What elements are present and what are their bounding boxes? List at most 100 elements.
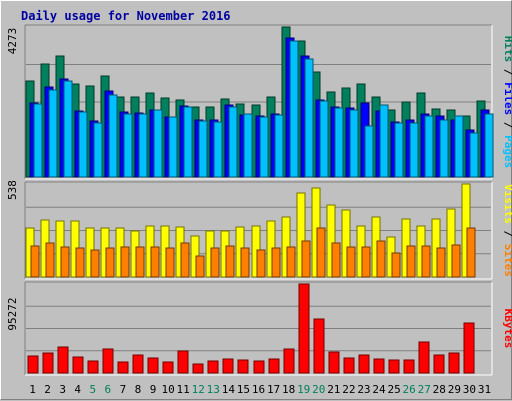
x-tick-label-day-4: 4 bbox=[74, 383, 81, 396]
bar-kbytes-day-15 bbox=[237, 359, 249, 374]
legend-label-kbytes: KBytes bbox=[502, 309, 512, 349]
legend-separator: / bbox=[502, 62, 512, 82]
panel-sites-visits: 538 Visits / Sites bbox=[6, 180, 512, 280]
bar-pages-day-30 bbox=[469, 132, 479, 178]
bar-sites-day-20 bbox=[316, 227, 326, 278]
x-tick-label-day-14: 14 bbox=[222, 383, 236, 396]
bar-pages-day-27 bbox=[424, 115, 434, 178]
bar-kbytes-day-19 bbox=[298, 283, 310, 374]
bar-pages-day-29 bbox=[454, 115, 464, 178]
bar-pages-day-15 bbox=[243, 113, 253, 178]
bar-sites-day-22 bbox=[346, 246, 356, 278]
x-tick-label-day-11: 11 bbox=[177, 383, 190, 396]
bar-kbytes-day-23 bbox=[358, 354, 370, 374]
bar-pages-day-13 bbox=[213, 121, 223, 178]
bar-kbytes-day-3 bbox=[57, 346, 69, 374]
bar-kbytes-day-10 bbox=[162, 361, 174, 374]
bar-pages-day-8 bbox=[138, 113, 148, 178]
bar-sites-day-17 bbox=[271, 247, 281, 278]
x-tick-label-day-29: 29 bbox=[448, 383, 461, 396]
bar-pages-day-6 bbox=[108, 94, 118, 178]
bar-kbytes-day-11 bbox=[177, 350, 189, 374]
bar-sites-day-5 bbox=[90, 249, 100, 278]
x-tick-label-day-21: 21 bbox=[327, 383, 340, 396]
bar-pages-day-1 bbox=[33, 103, 43, 178]
bar-sites-day-7 bbox=[120, 246, 130, 278]
x-tick-label-day-20: 20 bbox=[312, 383, 325, 396]
x-tick-label-day-31: 31 bbox=[478, 383, 491, 396]
bar-visits-day-29 bbox=[446, 208, 456, 278]
x-tick-label-day-9: 9 bbox=[150, 383, 157, 396]
bar-kbytes-day-7 bbox=[117, 361, 129, 374]
bar-sites-day-10 bbox=[165, 247, 175, 278]
bar-kbytes-day-12 bbox=[192, 363, 204, 374]
x-tick-label-day-27: 27 bbox=[418, 383, 431, 396]
x-tick-label-day-16: 16 bbox=[252, 383, 265, 396]
bar-sites-day-15 bbox=[240, 247, 250, 278]
legend-pages-files-hits: Hits / Files / Pages bbox=[502, 36, 512, 169]
bar-visits-day-22 bbox=[341, 209, 351, 278]
legend-label-visits: Visits bbox=[502, 184, 512, 224]
x-tick-label-day-23: 23 bbox=[357, 383, 370, 396]
bar-sites-day-4 bbox=[75, 247, 85, 278]
bar-kbytes-day-21 bbox=[328, 351, 340, 374]
bar-pages-day-10 bbox=[168, 116, 178, 178]
bar-pages-day-4 bbox=[78, 111, 88, 178]
bar-kbytes-day-25 bbox=[388, 359, 400, 374]
bar-sites-day-29 bbox=[451, 244, 461, 278]
legend-kbytes: KBytes bbox=[502, 309, 512, 349]
x-tick-label-day-10: 10 bbox=[161, 383, 174, 396]
bar-sites-day-9 bbox=[150, 246, 160, 278]
bar-kbytes-day-22 bbox=[343, 357, 355, 374]
chart-title: Daily usage for November 2016 bbox=[21, 9, 231, 23]
panel-pages-files-hits: 4273 Hits / Files / Pages bbox=[6, 24, 512, 180]
bar-pages-day-14 bbox=[228, 106, 238, 178]
x-tick-label-day-12: 12 bbox=[192, 383, 205, 396]
x-tick-label-day-24: 24 bbox=[372, 383, 386, 396]
x-tick-label-day-22: 22 bbox=[342, 383, 355, 396]
bar-pages-day-26 bbox=[409, 122, 419, 178]
bar-sites-day-1 bbox=[30, 245, 40, 278]
bar-kbytes-day-9 bbox=[147, 357, 159, 374]
x-tick-label-day-15: 15 bbox=[237, 383, 250, 396]
bar-pages-day-9 bbox=[153, 109, 163, 178]
bar-sites-day-11 bbox=[180, 242, 190, 278]
bar-sites-day-23 bbox=[361, 246, 371, 278]
bar-visits-day-21 bbox=[326, 204, 336, 278]
bar-kbytes-day-4 bbox=[72, 356, 84, 374]
bar-sites-day-27 bbox=[421, 245, 431, 278]
bar-sites-day-28 bbox=[436, 247, 446, 278]
bar-kbytes-day-17 bbox=[268, 358, 280, 374]
legend-label-files: Files bbox=[502, 82, 512, 115]
x-tick-label-day-7: 7 bbox=[120, 383, 127, 396]
bar-sites-day-24 bbox=[376, 240, 386, 278]
bar-sites-day-16 bbox=[256, 249, 266, 278]
bar-kbytes-day-13 bbox=[207, 360, 219, 374]
bar-kbytes-day-5 bbox=[87, 360, 99, 374]
x-tick-label-day-8: 8 bbox=[135, 383, 142, 396]
bar-sites-day-21 bbox=[331, 242, 341, 278]
bar-kbytes-day-8 bbox=[132, 354, 144, 374]
bar-kbytes-day-2 bbox=[42, 352, 54, 374]
bar-sites-day-19 bbox=[301, 240, 311, 278]
bar-pages-day-17 bbox=[274, 114, 284, 178]
bar-pages-day-12 bbox=[198, 120, 208, 178]
bar-sites-day-8 bbox=[135, 246, 145, 278]
bar-pages-day-5 bbox=[93, 122, 103, 178]
bar-pages-day-24 bbox=[379, 104, 389, 178]
bar-kbytes-day-20 bbox=[313, 318, 325, 374]
y-max-label-sites-visits: 538 bbox=[6, 180, 19, 200]
bar-kbytes-day-28 bbox=[433, 354, 445, 374]
bar-sites-day-6 bbox=[105, 247, 115, 278]
legend-label-hits: Hits bbox=[502, 36, 512, 63]
y-max-label-pages-files-hits: 4273 bbox=[6, 28, 19, 55]
bar-kbytes-day-6 bbox=[102, 348, 114, 374]
bar-sites-day-14 bbox=[225, 245, 235, 278]
x-tick-label-day-25: 25 bbox=[387, 383, 400, 396]
x-tick-label-day-19: 19 bbox=[297, 383, 310, 396]
bar-sites-day-30 bbox=[466, 227, 476, 278]
bar-pages-day-20 bbox=[319, 100, 329, 178]
bar-pages-day-22 bbox=[349, 109, 359, 178]
